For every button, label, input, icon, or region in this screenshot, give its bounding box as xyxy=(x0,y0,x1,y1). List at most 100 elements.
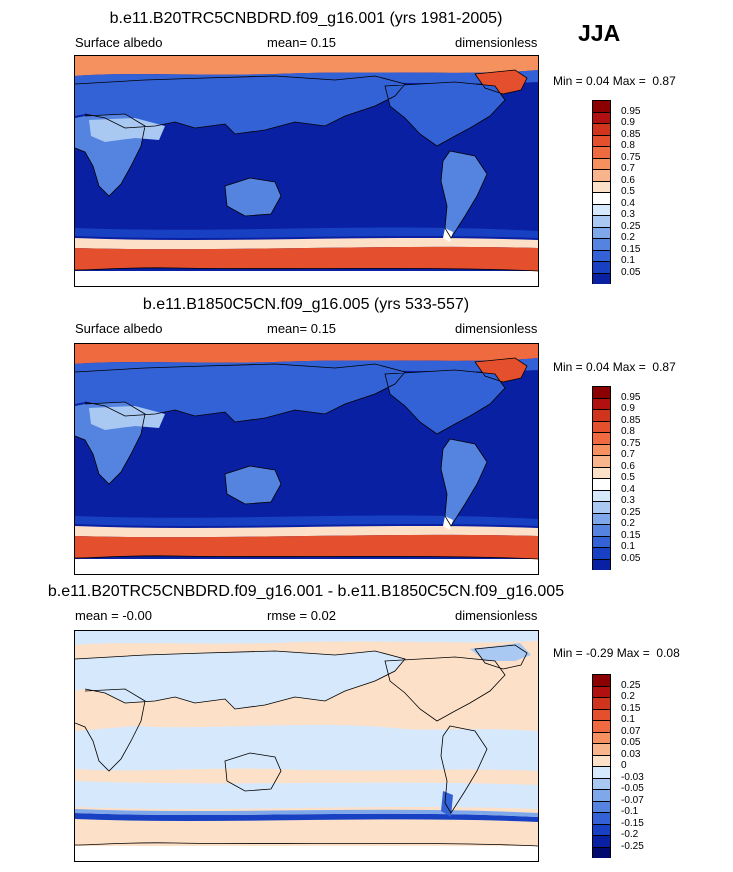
map-ice-edge-south xyxy=(75,238,538,250)
map-north-america xyxy=(385,82,505,146)
map-patagonia-ice xyxy=(443,516,453,530)
colorbar-tick-label: 0.4 xyxy=(621,197,635,209)
map-diff-north-band xyxy=(75,631,538,645)
colorbar-box xyxy=(593,489,610,501)
colorbar-box xyxy=(593,443,610,455)
colorbar-box xyxy=(593,215,610,227)
colorbar-tick-label: 0.25 xyxy=(621,679,641,691)
colorbar-box xyxy=(593,272,610,284)
map-diff-ice-edge xyxy=(75,813,538,822)
colorbar-tick-label: -0.25 xyxy=(621,840,644,852)
panel-2-minmax: Min = 0.04 Max = 0.87 xyxy=(553,360,676,374)
colorbar-tick-label: 0.03 xyxy=(621,748,641,760)
panel-2-min-label: Min = xyxy=(553,360,583,374)
colorbar-tick-label: 0.1 xyxy=(621,714,635,725)
colorbar-tick-label: 0.5 xyxy=(621,186,635,197)
season-label: JJA xyxy=(578,20,621,46)
colorbar-box xyxy=(593,558,610,570)
colorbar-box xyxy=(593,708,610,720)
colorbar-tick-label: 0.3 xyxy=(621,209,635,220)
panel-3-colorbar xyxy=(592,674,611,858)
colorbar-box xyxy=(593,249,610,261)
panel-3-max-value: 0.08 xyxy=(656,646,680,660)
panel-2-variable-label: Surface albedo xyxy=(75,321,163,336)
colorbar-tick-label: 0.9 xyxy=(621,117,635,128)
map-sahara-arabia xyxy=(89,406,165,430)
map-polar-band-north xyxy=(75,344,538,364)
colorbar-box xyxy=(593,387,610,398)
colorbar-tick-label: 0.6 xyxy=(621,460,635,472)
panel-2-colorbar xyxy=(592,386,611,570)
panel-1-max-label: Max = xyxy=(612,74,646,88)
colorbar-box xyxy=(593,512,610,524)
panel-2-max-value: 0.87 xyxy=(652,360,676,374)
colorbar-box xyxy=(593,146,610,158)
colorbar-box xyxy=(593,535,610,547)
colorbar-tick-label: 0.07 xyxy=(621,725,641,737)
panel-3-map xyxy=(74,630,539,862)
map-missing-region xyxy=(75,271,538,286)
colorbar-tick-label: 0.75 xyxy=(621,151,641,163)
map-diff-antarctica xyxy=(75,825,538,846)
colorbar-tick-label: 0.2 xyxy=(621,691,635,702)
panel-3-title: b.e11.B20TRC5CNBDRD.f09_g16.001 - b.e11.… xyxy=(47,583,565,600)
colorbar-tick-label: 0.7 xyxy=(621,163,635,174)
panel-1-minmax: Min = 0.04 Max = 0.87 xyxy=(553,74,676,88)
map-coastlines xyxy=(75,69,538,272)
colorbar-box xyxy=(593,192,610,204)
colorbar-tick-label: -0.03 xyxy=(621,771,644,783)
map-ice-edge-south xyxy=(75,526,538,538)
colorbar-tick-label: 0.1 xyxy=(621,255,635,266)
map-diff-southern-ocean xyxy=(75,781,538,809)
colorbar-box xyxy=(593,789,610,801)
colorbar-box xyxy=(593,835,610,847)
colorbar-box xyxy=(593,777,610,789)
map-southern-ocean xyxy=(75,515,538,526)
colorbar-box xyxy=(593,455,610,467)
map-south-america xyxy=(441,439,487,526)
colorbar-box xyxy=(593,261,610,273)
colorbar-tick-label: 0.5 xyxy=(621,472,635,483)
colorbar-box xyxy=(593,800,610,812)
panel-1-min-value: 0.04 xyxy=(586,74,610,88)
colorbar-tick-label: 0.75 xyxy=(621,437,641,449)
colorbar-tick-label: 0.7 xyxy=(621,449,635,460)
colorbar-box xyxy=(593,123,610,135)
colorbar-tick-label: 0 xyxy=(621,760,627,771)
colorbar-box xyxy=(593,846,610,858)
colorbar-tick-label: 0.95 xyxy=(621,391,641,403)
colorbar-box xyxy=(593,111,610,123)
colorbar-box xyxy=(593,766,610,778)
colorbar-box xyxy=(593,238,610,250)
map-missing-region xyxy=(75,846,538,861)
panel-2-map xyxy=(74,343,539,575)
panel-1-mean-label: mean= 0.15 xyxy=(267,35,337,50)
colorbar-tick-label: 0.6 xyxy=(621,174,635,186)
panel-3-min-label: Min = xyxy=(553,646,583,660)
map-patagonia-ice xyxy=(443,228,453,242)
colorbar-box xyxy=(593,432,610,444)
panel-2-map-svg xyxy=(75,344,538,574)
colorbar-box xyxy=(593,409,610,421)
panel-1-map xyxy=(74,55,539,287)
map-south-america xyxy=(441,151,487,238)
map-southern-ocean xyxy=(75,227,538,238)
colorbar-box xyxy=(593,812,610,824)
colorbar-box xyxy=(593,697,610,709)
colorbar-tick-label: 0.9 xyxy=(621,403,635,414)
panel-2-title: b.e11.B1850C5CN.f09_g16.005 (yrs 533-557… xyxy=(142,296,470,313)
colorbar-box xyxy=(593,397,610,409)
panel-1-min-label: Min = xyxy=(553,74,583,88)
colorbar-box xyxy=(593,501,610,513)
colorbar-box xyxy=(593,180,610,192)
colorbar-tick-label: 0.25 xyxy=(621,506,641,518)
panel-3-rmse-label: rmse = 0.02 xyxy=(267,608,337,623)
colorbar-box xyxy=(593,169,610,181)
colorbar-box xyxy=(593,743,610,755)
colorbar-box xyxy=(593,226,610,238)
colorbar-box xyxy=(593,754,610,766)
colorbar-box xyxy=(593,420,610,432)
colorbar-box xyxy=(593,466,610,478)
colorbar-box xyxy=(593,685,610,697)
colorbar-box xyxy=(593,547,610,559)
